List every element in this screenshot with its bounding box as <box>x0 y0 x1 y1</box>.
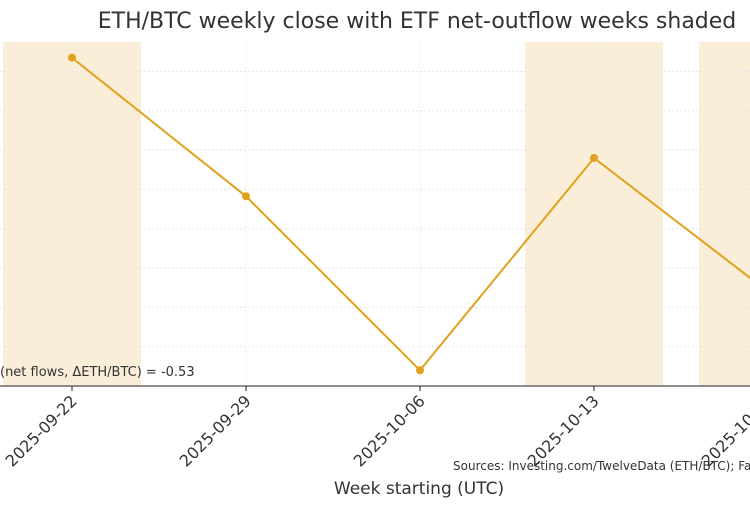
source-note: Sources: Investing.com/TwelveData (ETH/B… <box>453 459 750 473</box>
plot-area: 2025-09-22 2025-09-29 2025-10-06 2025-10-13… <box>0 42 750 471</box>
x-tick-label: 2025-09-29 <box>176 391 255 470</box>
annotation: (net flows, ΔETH/BTC) = -0.53 <box>0 365 195 380</box>
x-tick-label: 2025-09-22 <box>2 391 81 470</box>
point <box>68 53 76 62</box>
point <box>242 192 250 201</box>
outflow-shade <box>699 42 750 386</box>
chart-title: ETH/BTC weekly close with ETF net-outflo… <box>98 9 737 34</box>
point <box>416 366 424 375</box>
x-tick-label: 2025-10-06 <box>350 391 429 470</box>
point <box>590 153 598 162</box>
x-axis-label: Week starting (UTC) <box>334 479 504 499</box>
